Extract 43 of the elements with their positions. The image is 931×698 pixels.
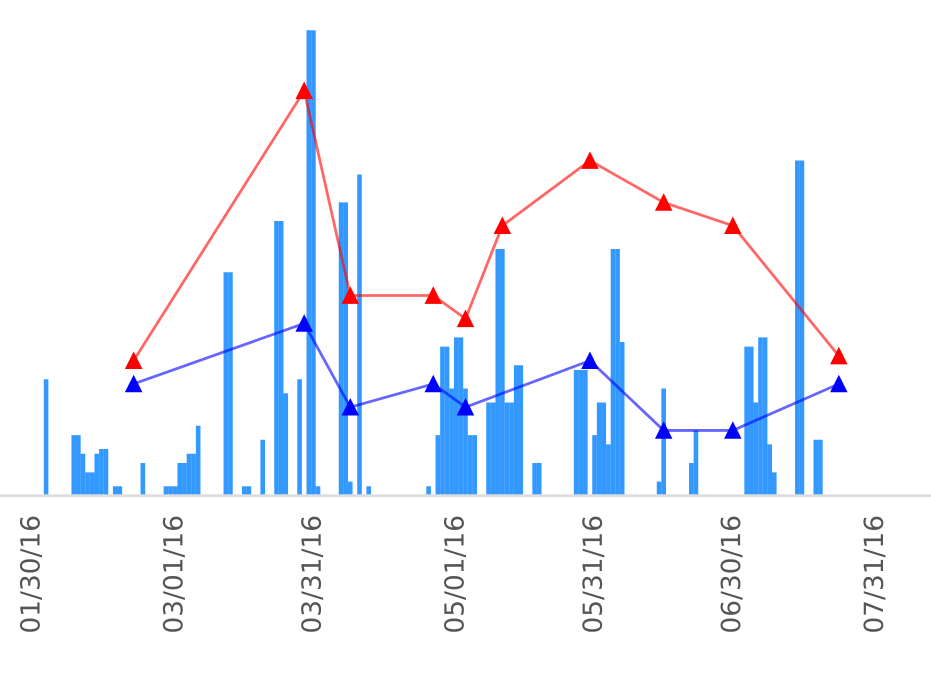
x-tick-label: 06/30/16 <box>720 516 743 632</box>
x-tick-label: 07/31/16 <box>863 516 886 632</box>
point <box>296 82 313 100</box>
x-tick-label: 05/01/16 <box>444 516 466 632</box>
point <box>457 398 474 416</box>
point <box>830 376 848 392</box>
point <box>296 315 313 332</box>
point <box>125 352 142 369</box>
point <box>125 376 142 392</box>
point <box>424 376 442 392</box>
point <box>494 217 511 234</box>
point <box>582 152 598 169</box>
point <box>724 422 742 439</box>
bar <box>536 463 542 496</box>
bar <box>306 30 312 496</box>
bar <box>260 440 266 496</box>
bar <box>472 435 478 496</box>
x-tick-label: 03/31/16 <box>301 516 324 632</box>
bar <box>177 463 182 496</box>
point <box>342 398 359 416</box>
point <box>457 310 474 328</box>
point <box>724 217 742 234</box>
bar <box>140 463 146 496</box>
x-tick-label: 01/30/16 <box>20 516 42 632</box>
bar <box>71 435 76 496</box>
bar <box>578 370 584 496</box>
bar <box>44 379 48 496</box>
bar <box>495 248 500 496</box>
point <box>582 352 598 369</box>
bar <box>601 402 606 496</box>
x-tick-label: 05/31/16 <box>582 516 604 632</box>
bar <box>357 174 362 496</box>
bar <box>196 426 200 496</box>
point <box>830 348 848 364</box>
bar <box>454 337 459 496</box>
point <box>655 422 672 439</box>
point <box>655 194 672 211</box>
point <box>342 287 359 304</box>
bar <box>813 440 818 496</box>
point <box>424 287 442 304</box>
bar <box>297 379 302 496</box>
x-tick-label: 03/01/16 <box>162 516 185 632</box>
bar <box>748 346 754 496</box>
